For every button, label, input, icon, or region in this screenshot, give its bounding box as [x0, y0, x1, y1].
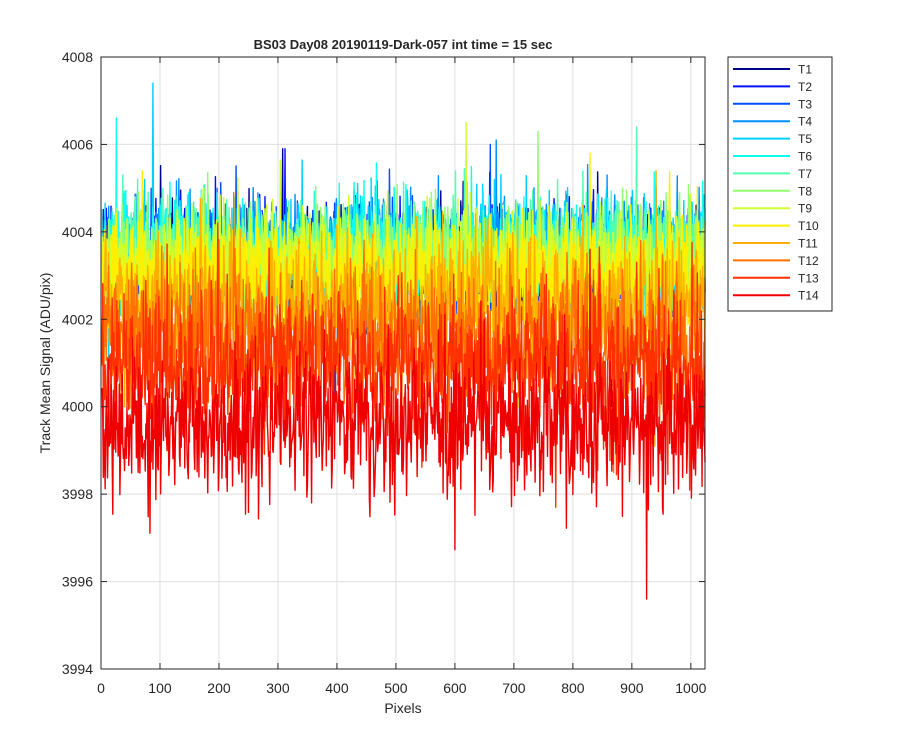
x-tick-label: 700 [502, 680, 526, 696]
axes-box [100, 56, 706, 670]
legend-entry-t13: T13 [733, 271, 819, 285]
x-tick-label: 100 [148, 680, 172, 696]
legend-label: T11 [798, 237, 818, 251]
legend-entry-t3: T3 [733, 97, 812, 111]
y-tick-label: 4004 [62, 224, 93, 240]
legend-entry-t5: T5 [733, 132, 812, 146]
series-line-t10 [100, 152, 706, 425]
legend-label: T6 [798, 150, 812, 164]
y-tick-label: 4000 [62, 399, 93, 415]
series-line-t13 [100, 222, 706, 508]
y-tick-label: 4002 [62, 311, 93, 327]
legend-entry-t2: T2 [733, 80, 812, 94]
y-tick-labels: 3994 3996 3998 4000 4002 4004 4006 4008 [62, 49, 93, 677]
y-tick-label: 3994 [62, 661, 93, 677]
legend: T1 T2 T3 T4 T5 T6 T7 T8 T9 T10 T11 T12 T13 T14 [727, 56, 833, 312]
x-tick-labels: 0 100 200 300 400 500 600 700 800 900 1000 [97, 680, 707, 696]
legend-label: T4 [798, 115, 812, 129]
legend-box [727, 56, 833, 312]
legend-entry-t10: T10 [733, 219, 819, 233]
y-tick-label: 4006 [62, 136, 93, 152]
x-tick-label: 600 [443, 680, 467, 696]
legend-label: T1 [798, 63, 812, 77]
legend-label: T2 [798, 80, 812, 94]
legend-entry-t9: T9 [733, 202, 812, 216]
legend-label: T10 [798, 219, 819, 233]
legend-entry-t1: T1 [733, 63, 812, 77]
y-tick-label: 3996 [62, 574, 93, 590]
legend-label: T14 [798, 289, 819, 303]
x-tick-label: 0 [97, 680, 105, 696]
legend-entry-t6: T6 [733, 150, 812, 164]
y-axis-label: Track Mean Signal (ADU/pix) [37, 273, 53, 454]
x-tick-label: 300 [266, 680, 290, 696]
legend-label: T3 [798, 97, 812, 111]
y-tick-label: 3998 [62, 486, 93, 502]
legend-label: T9 [798, 202, 812, 216]
legend-label: T5 [798, 132, 812, 146]
y-tick-label: 4008 [62, 49, 93, 65]
legend-label: T7 [798, 167, 812, 181]
legend-entry-t4: T4 [733, 115, 812, 129]
legend-label: T8 [798, 184, 812, 198]
x-tick-label: 200 [207, 680, 231, 696]
legend-entry-t7: T7 [733, 167, 812, 181]
x-tick-label: 500 [384, 680, 408, 696]
x-axis-label: Pixels [384, 700, 421, 716]
legend-entry-t14: T14 [733, 289, 819, 303]
series-line-t14 [100, 248, 706, 600]
legend-entry-t8: T8 [733, 184, 812, 198]
legend-label: T13 [798, 271, 819, 285]
legend-entry-t12: T12 [733, 254, 819, 268]
series-layer [100, 82, 706, 600]
x-tick-label: 900 [620, 680, 644, 696]
legend-label: T12 [798, 254, 819, 268]
x-tick-label: 800 [561, 680, 585, 696]
legend-entry-t11: T11 [733, 237, 818, 251]
x-tick-label: 1000 [675, 680, 706, 696]
x-tick-label: 400 [325, 680, 349, 696]
ticks [100, 56, 705, 670]
chart-title: BS03 Day08 20190119-Dark-057 int time = … [254, 37, 553, 52]
